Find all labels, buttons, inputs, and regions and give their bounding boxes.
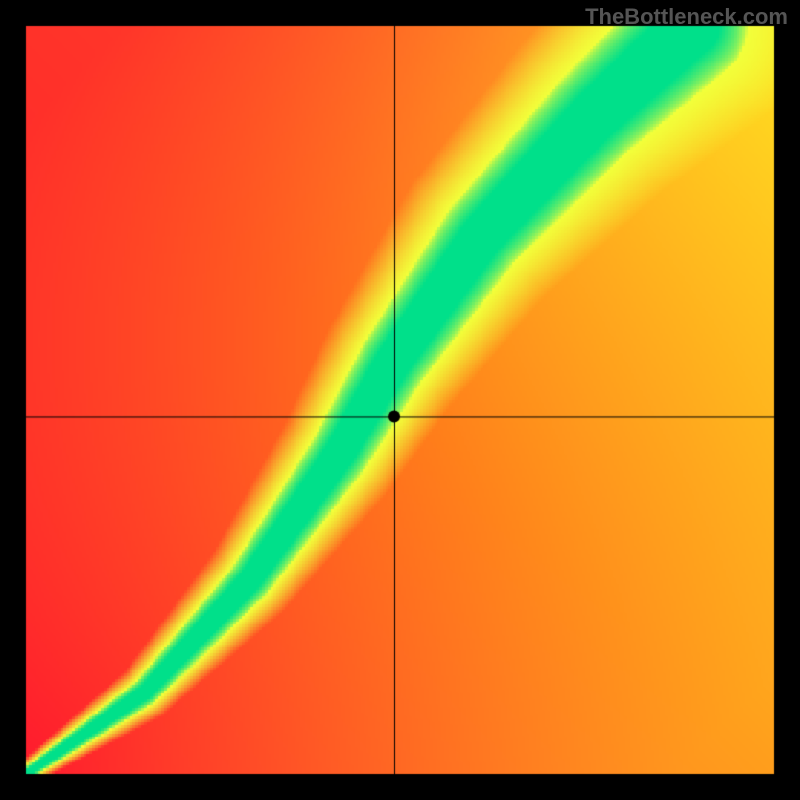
attribution-label: TheBottleneck.com — [585, 4, 788, 30]
bottleneck-heatmap-canvas — [0, 0, 800, 800]
chart-container: TheBottleneck.com — [0, 0, 800, 800]
